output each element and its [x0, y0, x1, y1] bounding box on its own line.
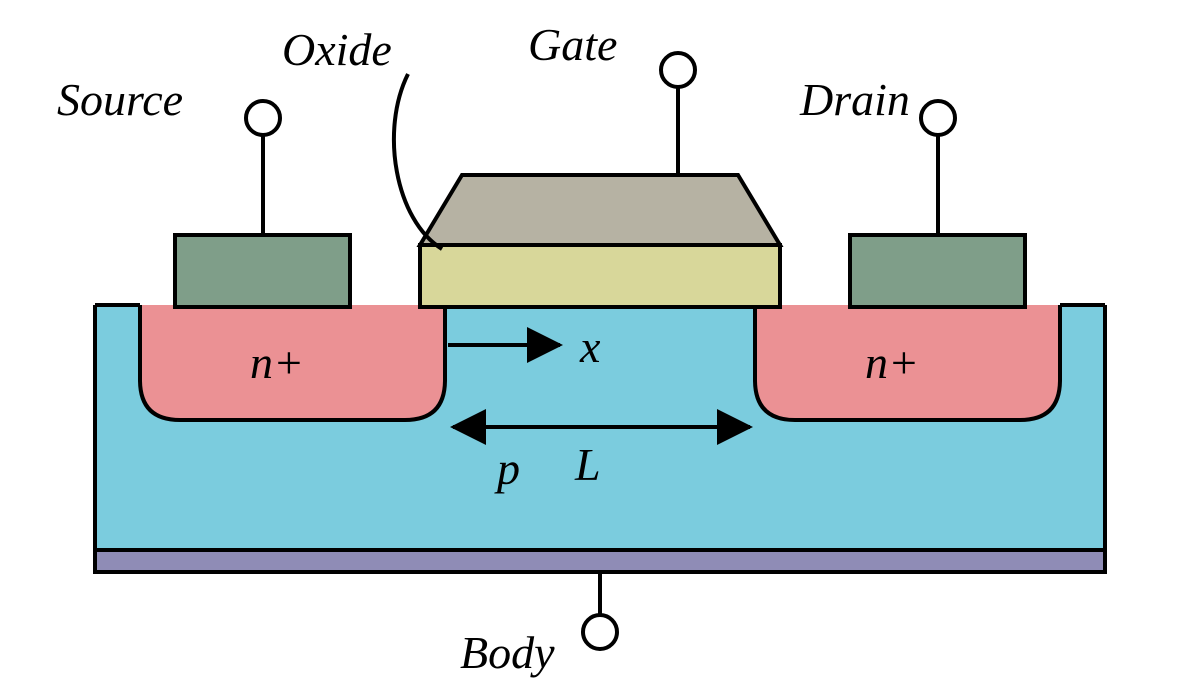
source-label: Source	[57, 74, 183, 125]
body-terminal	[583, 615, 617, 649]
gate-label: Gate	[528, 19, 617, 70]
drain-contact	[850, 235, 1025, 307]
x-label: x	[579, 321, 601, 372]
drain-terminal	[921, 101, 955, 135]
source-contact	[175, 235, 350, 307]
body-contact-strip	[95, 550, 1105, 572]
gate-terminal	[661, 53, 695, 87]
n-plus-left-label: n+	[250, 337, 304, 388]
oxide-layer	[420, 245, 780, 307]
p-label: p	[494, 443, 520, 494]
source-terminal	[246, 101, 280, 135]
gate-metal	[420, 175, 780, 245]
oxide-label: Oxide	[282, 24, 392, 75]
drain-label: Drain	[799, 74, 910, 125]
n-plus-right-label: n+	[865, 337, 919, 388]
body-label: Body	[460, 627, 555, 678]
mosfet-diagram: Source Oxide Gate Drain Body n+ n+ x p L	[0, 0, 1202, 696]
l-label: L	[574, 439, 601, 490]
